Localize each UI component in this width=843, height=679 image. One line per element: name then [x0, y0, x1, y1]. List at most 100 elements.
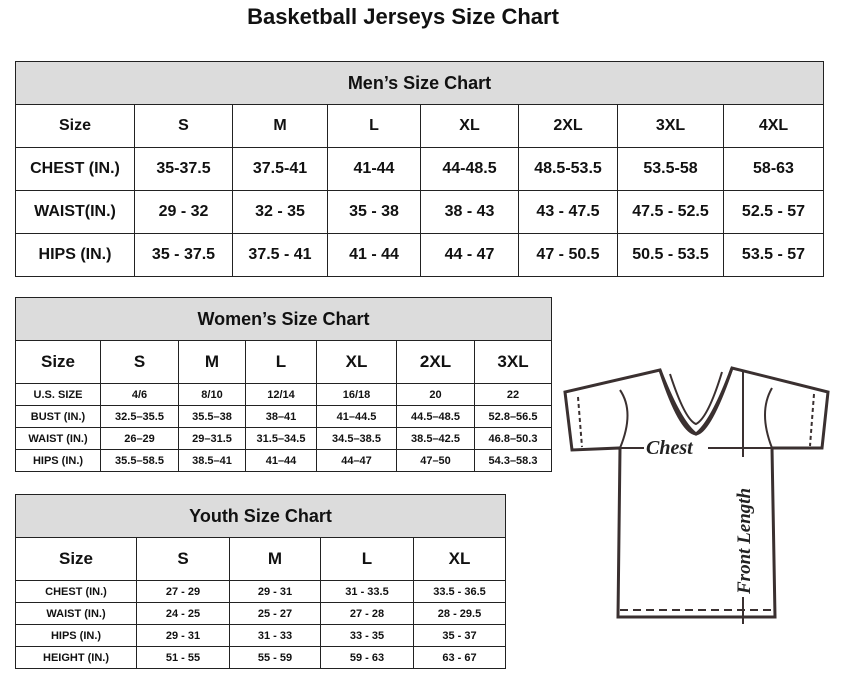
table-cell: 4XL [723, 104, 824, 148]
table-cell: M [178, 340, 246, 384]
table-cell: 38.5–41 [178, 449, 246, 472]
table-cell: 53.5 - 57 [723, 233, 824, 277]
page-title: Basketball Jerseys Size Chart [247, 4, 559, 29]
row-label: WAIST (IN.) [15, 427, 101, 450]
table-cell: 27 - 28 [320, 602, 414, 625]
row-label: U.S. SIZE [15, 383, 101, 406]
table-cell: 29 - 32 [134, 190, 233, 234]
table-row: HEIGHT (IN.) 51 - 55 55 - 59 59 - 63 63 - 67 [15, 646, 507, 669]
jersey-outline [563, 366, 830, 619]
table-cell: 35-37.5 [134, 147, 233, 191]
table-cell: 52.8–56.5 [473, 405, 553, 428]
table-cell: 31 - 33.5 [320, 580, 414, 603]
table-caption: Men’s Size Chart [15, 61, 824, 105]
table-cell: 33 - 35 [320, 624, 414, 647]
table-cell: 32.5–35.5 [100, 405, 179, 428]
table-cell: 24 - 25 [136, 602, 230, 625]
table-cell: 38.5–42.5 [396, 427, 475, 450]
table-row: U.S. SIZE 4/6 8/10 12/14 16/18 20 22 [15, 383, 553, 406]
table-cell: M [232, 104, 328, 148]
table-cell: 2XL [396, 340, 475, 384]
table-cell: 44-48.5 [420, 147, 519, 191]
table-cell: 22 [473, 383, 553, 406]
table-cell: 29–31.5 [178, 427, 246, 450]
table-cell: 28 - 29.5 [412, 602, 507, 625]
table-row: WAIST (IN.) 26–29 29–31.5 31.5–34.5 34.5–38.… [15, 427, 553, 450]
table-cell: 4/6 [100, 383, 179, 406]
row-label: CHEST (IN.) [15, 147, 135, 191]
table-cell: 41-44 [327, 147, 421, 191]
table-cell: 63 - 67 [412, 646, 507, 669]
table-cell: 35.5–38 [178, 405, 246, 428]
table-cell: 52.5 - 57 [723, 190, 824, 234]
table-cell: 29 - 31 [229, 580, 321, 603]
table-row: WAIST(IN.) 29 - 32 32 - 35 35 - 38 38 - 43 43… [15, 190, 824, 234]
table-cell: 35.5–58.5 [100, 449, 179, 472]
table-cell: 35 - 37 [412, 624, 507, 647]
table-cell: 35 - 38 [327, 190, 421, 234]
table-cell: XL [316, 340, 397, 384]
table-cell: 16/18 [316, 383, 397, 406]
table-cell: XL [412, 537, 507, 581]
table-caption: Women’s Size Chart [14, 297, 553, 341]
table-cell: L [320, 537, 414, 581]
header-row: Size S M L XL [15, 537, 507, 581]
table-cell: 3XL [617, 104, 724, 148]
table-cell: 2XL [518, 104, 618, 148]
table-cell: 31 - 33 [229, 624, 321, 647]
table-cell: 38–41 [245, 405, 317, 428]
table-row: HIPS (IN.) 29 - 31 31 - 33 33 - 35 35 - 37 [15, 624, 507, 647]
chest-label: Chest [646, 437, 694, 459]
header-row: Size S M L XL 2XL 3XL 4XL [15, 104, 824, 148]
row-label: Size [15, 104, 135, 148]
table-cell: 37.5 - 41 [232, 233, 328, 277]
youth-size-table: Youth Size Chart Size S M L XL CHEST (IN.) 27 -… [14, 494, 507, 669]
table-cell: 47.5 - 52.5 [617, 190, 724, 234]
row-label: WAIST (IN.) [15, 602, 137, 625]
mens-size-table: Men’s Size Chart Size S M L XL 2XL 3XL 4XL CHEST … [15, 61, 824, 277]
table-cell: 27 - 29 [136, 580, 230, 603]
table-row: BUST (IN.) 32.5–35.5 35.5–38 38–41 41–44.5 44… [15, 405, 553, 428]
row-label: CHEST (IN.) [15, 580, 137, 603]
table-row: HIPS (IN.) 35 - 37.5 37.5 - 41 41 - 44 44 - … [15, 233, 824, 277]
table-cell: 29 - 31 [136, 624, 230, 647]
table-cell: S [134, 104, 233, 148]
row-label: Size [15, 537, 137, 581]
table-cell: 51 - 55 [136, 646, 230, 669]
table-row: WAIST (IN.) 24 - 25 25 - 27 27 - 28 28 - 29.… [15, 602, 507, 625]
table-cell: 55 - 59 [229, 646, 321, 669]
table-cell: 31.5–34.5 [245, 427, 317, 450]
womens-size-table: Women’s Size Chart Size S M L XL 2XL 3XL U.S. SI… [14, 297, 553, 472]
table-caption: Youth Size Chart [14, 494, 507, 538]
table-cell: 44–47 [316, 449, 397, 472]
table-row: CHEST (IN.) 35-37.5 37.5-41 41-44 44-48.5 48.… [15, 147, 824, 191]
table-cell: 41 - 44 [327, 233, 421, 277]
table-cell: 47–50 [396, 449, 475, 472]
table-cell: L [327, 104, 421, 148]
table-cell: 53.5-58 [617, 147, 724, 191]
row-label: WAIST(IN.) [15, 190, 135, 234]
table-cell: 47 - 50.5 [518, 233, 618, 277]
table-cell: 58-63 [723, 147, 824, 191]
table-cell: 20 [396, 383, 475, 406]
table-cell: 25 - 27 [229, 602, 321, 625]
table-cell: 12/14 [245, 383, 317, 406]
table-cell: M [229, 537, 321, 581]
table-cell: XL [420, 104, 519, 148]
table-cell: 43 - 47.5 [518, 190, 618, 234]
row-label: HIPS (IN.) [15, 233, 135, 277]
table-cell: 48.5-53.5 [518, 147, 618, 191]
table-cell: 54.3–58.3 [473, 449, 553, 472]
table-cell: 50.5 - 53.5 [617, 233, 724, 277]
table-row: HIPS (IN.) 35.5–58.5 38.5–41 41–44 44–47 47–5… [15, 449, 553, 472]
front-length-label: Front Length [734, 488, 755, 595]
table-cell: 26–29 [100, 427, 179, 450]
table-cell: S [100, 340, 179, 384]
table-cell: 44 - 47 [420, 233, 519, 277]
table-cell: 44.5–48.5 [396, 405, 475, 428]
table-cell: 32 - 35 [232, 190, 328, 234]
table-cell: 38 - 43 [420, 190, 519, 234]
table-cell: 59 - 63 [320, 646, 414, 669]
table-cell: 34.5–38.5 [316, 427, 397, 450]
table-cell: 46.8–50.3 [473, 427, 553, 450]
